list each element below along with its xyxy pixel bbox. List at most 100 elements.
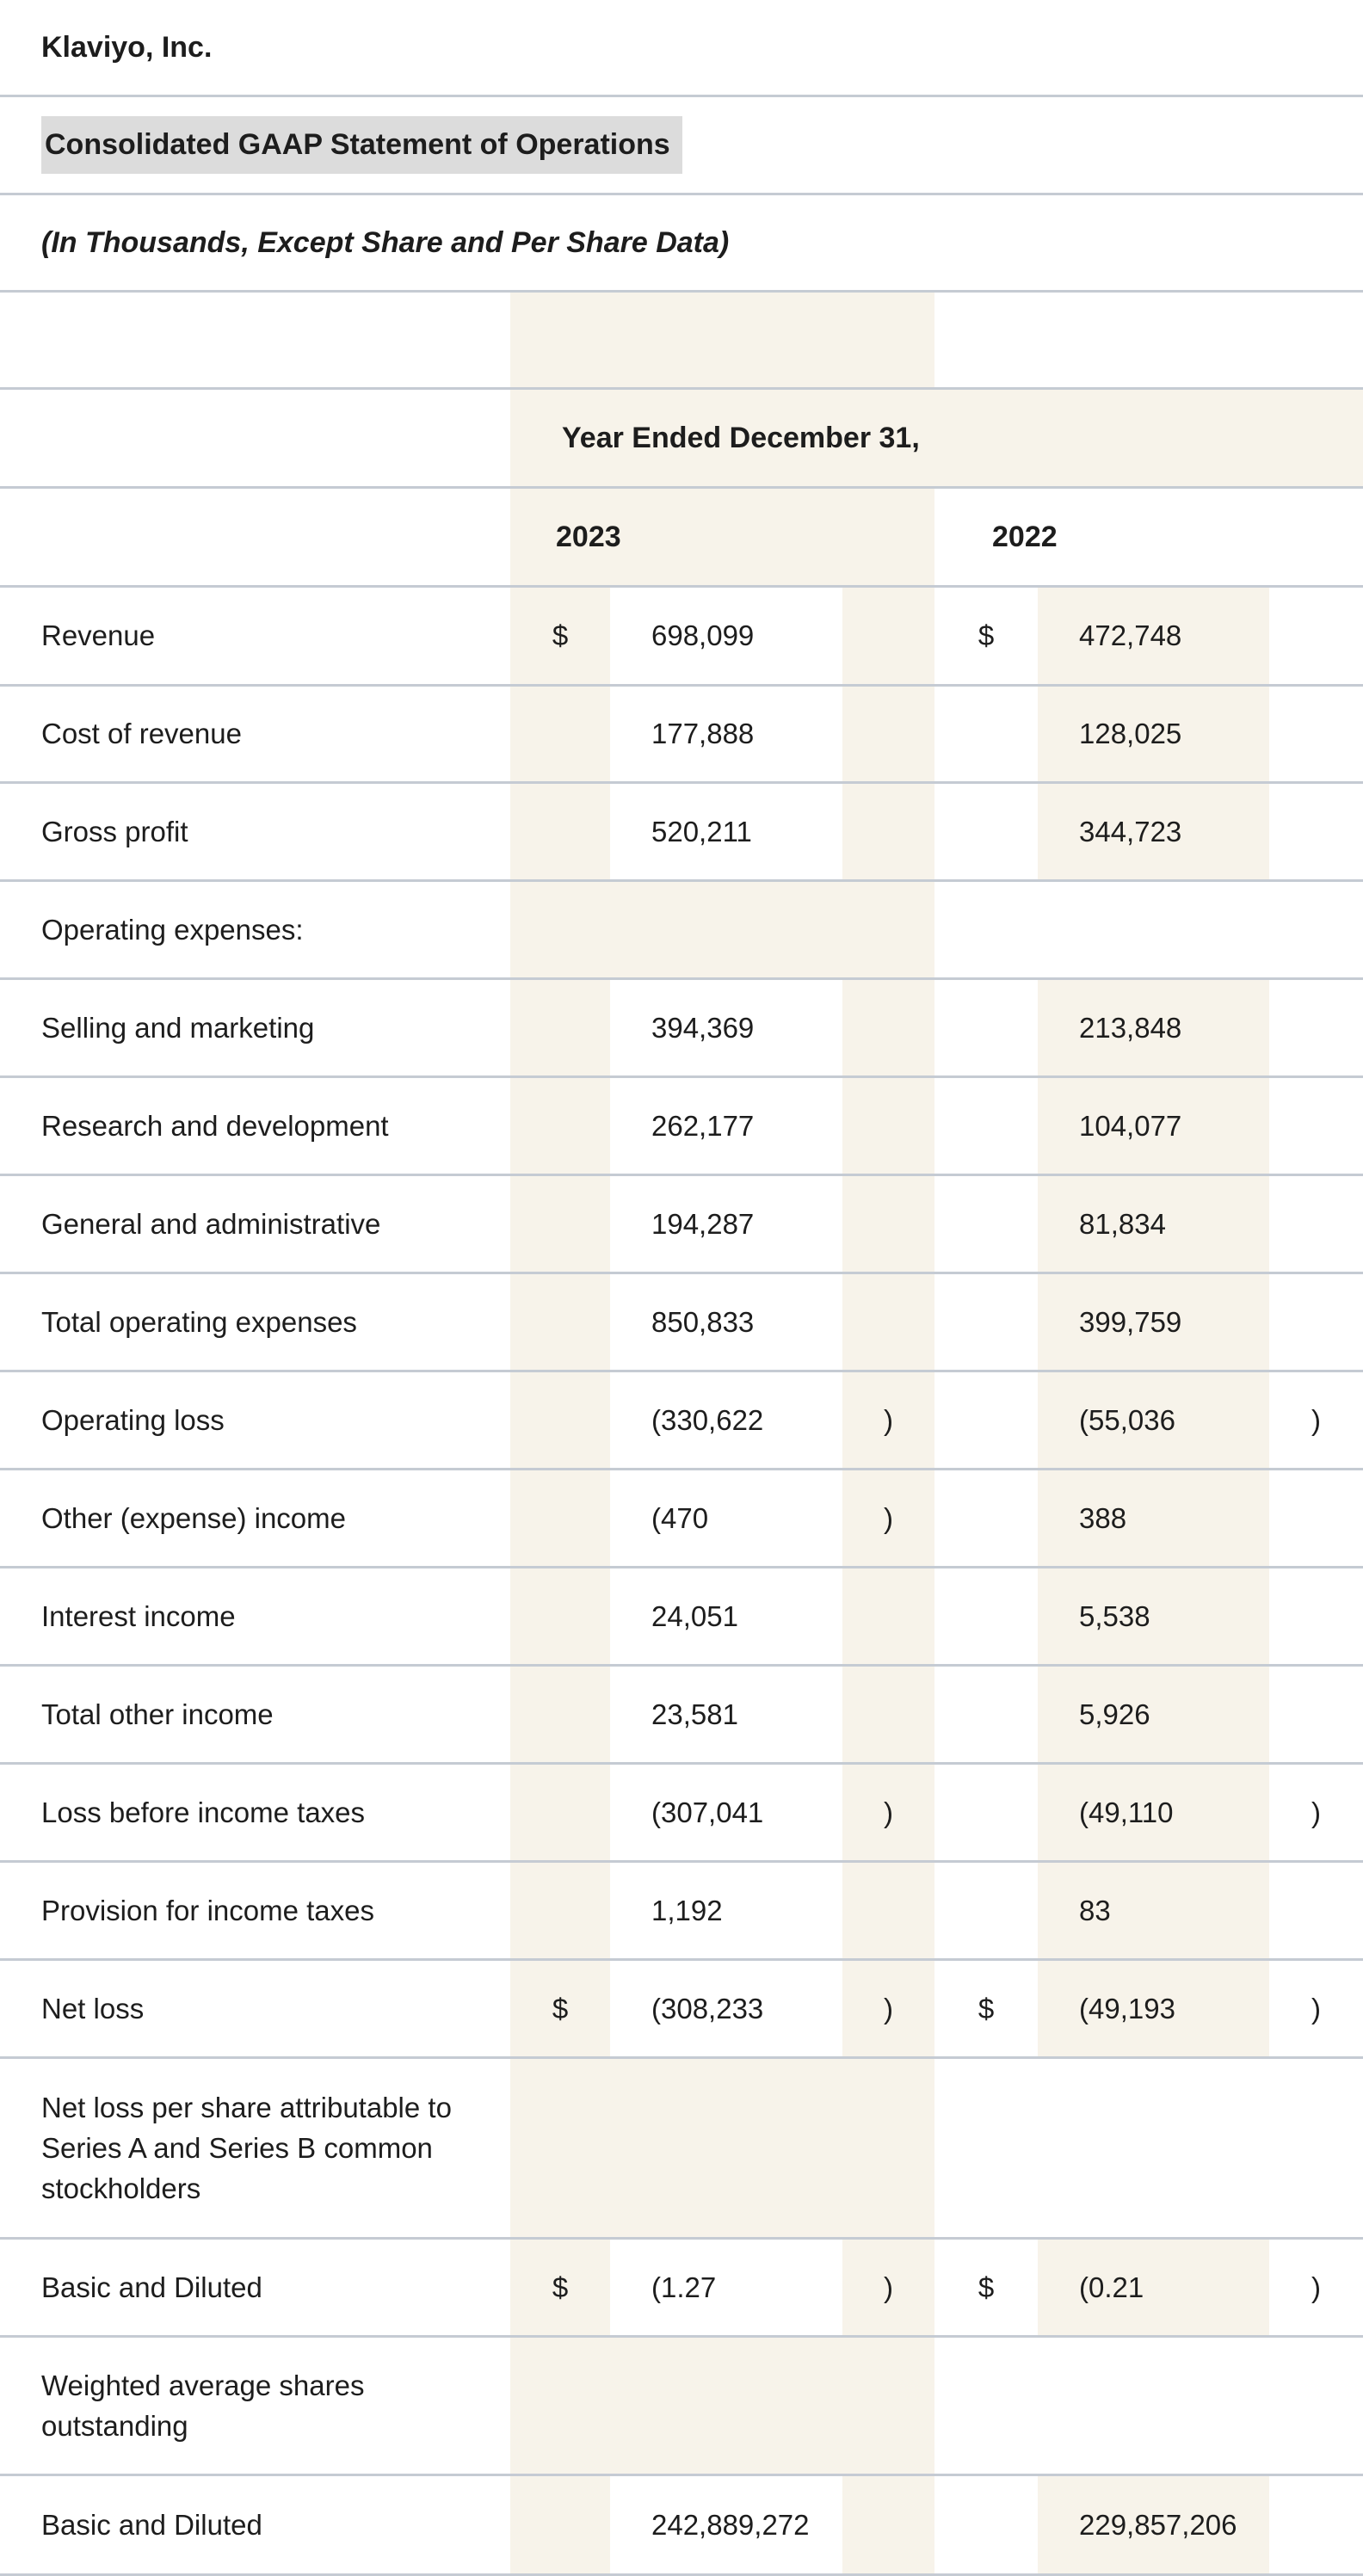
value-2023: 520,211	[651, 815, 752, 847]
row-label: Selling and marketing	[41, 1011, 315, 1044]
dollar-sign-2022: $	[978, 2271, 995, 2303]
value-2022: 399,759	[1079, 1305, 1182, 1338]
table-row-revenue: Revenue $ 698,099 $ 472,748	[0, 588, 1363, 687]
close-paren-2022: )	[1311, 1403, 1321, 1436]
row-label: Cost of revenue	[41, 718, 242, 749]
row-label: Revenue	[41, 619, 156, 651]
table-row-provision-for-income-taxes: Provision for income taxes 1,192 83	[0, 1863, 1363, 1961]
company-name: Klaviyo, Inc.	[41, 30, 213, 64]
close-paren-2022: )	[1311, 1992, 1321, 2024]
value-2023: 394,369	[651, 1011, 755, 1044]
table-row-total-operating-expenses: Total operating expenses 850,833 399,759	[0, 1274, 1363, 1372]
value-2023: 194,287	[651, 1207, 755, 1240]
value-2022: (49,110	[1079, 1796, 1174, 1828]
subtitle-row: (In Thousands, Except Share and Per Shar…	[0, 195, 1363, 293]
close-paren-2023: )	[884, 2271, 893, 2303]
section-label-line: outstanding	[41, 2410, 188, 2442]
table-row-basic-and-diluted-per-share: Basic and Diluted $ (1.27 ) $ (0.21 )	[0, 2240, 1363, 2338]
value-2023: 242,889,272	[651, 2508, 810, 2541]
spacer-row	[0, 293, 1363, 390]
close-paren-2023: )	[884, 1403, 893, 1436]
value-2023: (307,041	[651, 1796, 764, 1828]
period-header-row: Year Ended December 31,	[0, 390, 1363, 489]
table-row-loss-before-income-taxes: Loss before income taxes (307,041 ) (49,…	[0, 1765, 1363, 1863]
dollar-sign-2023: $	[552, 1992, 569, 2024]
value-2023: (308,233	[651, 1992, 764, 2024]
dollar-sign-2022: $	[978, 619, 995, 651]
value-2022: 5,926	[1079, 1698, 1150, 1730]
statement-title: Consolidated GAAP Statement of Operation…	[41, 116, 682, 174]
title-row: Consolidated GAAP Statement of Operation…	[0, 97, 1363, 195]
close-paren-2023: )	[884, 1501, 893, 1534]
row-label: General and administrative	[41, 1207, 381, 1240]
value-2023: 850,833	[651, 1305, 755, 1338]
table-row-total-other-income: Total other income 23,581 5,926	[0, 1667, 1363, 1765]
section-row-operating-expenses: Operating expenses:	[0, 882, 1363, 980]
statement-subtitle: (In Thousands, Except Share and Per Shar…	[41, 225, 730, 259]
value-2022: (55,036	[1079, 1403, 1175, 1436]
table-row-net-loss: Net loss $ (308,233 ) $ (49,193 )	[0, 1961, 1363, 2059]
section-label-line: Weighted average shares	[41, 2370, 365, 2401]
year-2022-header: 2022	[992, 520, 1058, 553]
table-row-interest-income: Interest income 24,051 5,538	[0, 1568, 1363, 1667]
row-label: Gross profit	[41, 815, 188, 847]
row-label: Operating loss	[41, 1403, 225, 1436]
row-label: Basic and Diluted	[41, 2271, 262, 2303]
value-2023: (470	[651, 1501, 709, 1534]
row-label: Total operating expenses	[41, 1305, 357, 1338]
value-2023: 262,177	[651, 1109, 755, 1142]
value-2022: 83	[1079, 1894, 1111, 1926]
value-2023: 698,099	[651, 619, 755, 651]
row-label: Net loss	[41, 1992, 145, 2024]
table-row-operating-loss: Operating loss (330,622 ) (55,036 )	[0, 1372, 1363, 1470]
close-paren-2022: )	[1311, 1796, 1321, 1828]
row-label: Interest income	[41, 1599, 236, 1632]
table-row-research-and-development: Research and development 262,177 104,077	[0, 1078, 1363, 1176]
section-row-net-loss-per-share: Net loss per share attributable to Serie…	[0, 2059, 1363, 2240]
value-2022: 81,834	[1079, 1207, 1166, 1240]
dollar-sign-2023: $	[552, 2271, 569, 2303]
row-label: Total other income	[41, 1698, 274, 1730]
close-paren-2023: )	[884, 1796, 893, 1828]
value-2022: 5,538	[1079, 1599, 1150, 1632]
value-2023: 177,888	[651, 718, 755, 749]
year-header-row: 2023 2022	[0, 489, 1363, 588]
dollar-sign-2023: $	[552, 619, 569, 651]
value-2022: 388	[1079, 1501, 1127, 1534]
section-row-weighted-average-shares: Weighted average shares outstanding	[0, 2338, 1363, 2476]
value-2023: 23,581	[651, 1698, 738, 1730]
section-label-line: Series A and Series B common	[41, 2132, 433, 2164]
value-2022: 128,025	[1079, 718, 1182, 749]
row-label: Other (expense) income	[41, 1501, 346, 1534]
row-label: Provision for income taxes	[41, 1894, 374, 1926]
row-label: Research and development	[41, 1109, 389, 1142]
table-row-selling-and-marketing: Selling and marketing 394,369 213,848	[0, 980, 1363, 1078]
section-label-line: Net loss per share attributable to	[41, 2092, 452, 2123]
section-label-line: stockholders	[41, 2172, 201, 2204]
value-2023: (330,622	[651, 1403, 764, 1436]
table-row-other-expense-income: Other (expense) income (470 ) 388	[0, 1470, 1363, 1568]
row-label: Basic and Diluted	[41, 2508, 262, 2541]
value-2023: (1.27	[651, 2271, 717, 2303]
value-2022: 229,857,206	[1079, 2508, 1237, 2541]
value-2022: 472,748	[1079, 619, 1182, 651]
value-2022: (0.21	[1079, 2271, 1144, 2303]
table-row-cost-of-revenue: Cost of revenue 177,888 128,025	[0, 687, 1363, 784]
dollar-sign-2022: $	[978, 1992, 995, 2024]
company-row: Klaviyo, Inc.	[0, 0, 1363, 97]
value-2022: 213,848	[1079, 1011, 1182, 1044]
table-row-general-and-administrative: General and administrative 194,287 81,83…	[0, 1176, 1363, 1274]
close-paren-2023: )	[884, 1992, 893, 2024]
table-row-gross-profit: Gross profit 520,211 344,723	[0, 784, 1363, 882]
year-2023-header: 2023	[556, 520, 621, 553]
value-2022: 344,723	[1079, 815, 1182, 847]
value-2022: (49,193	[1079, 1992, 1175, 2024]
value-2023: 24,051	[651, 1599, 738, 1632]
close-paren-2022: )	[1311, 2271, 1321, 2303]
table-row-basic-and-diluted-shares: Basic and Diluted 242,889,272 229,857,20…	[0, 2476, 1363, 2576]
value-2022: 104,077	[1079, 1109, 1182, 1142]
row-label: Loss before income taxes	[41, 1796, 366, 1828]
value-2023: 1,192	[651, 1894, 723, 1926]
period-header: Year Ended December 31,	[562, 421, 920, 454]
